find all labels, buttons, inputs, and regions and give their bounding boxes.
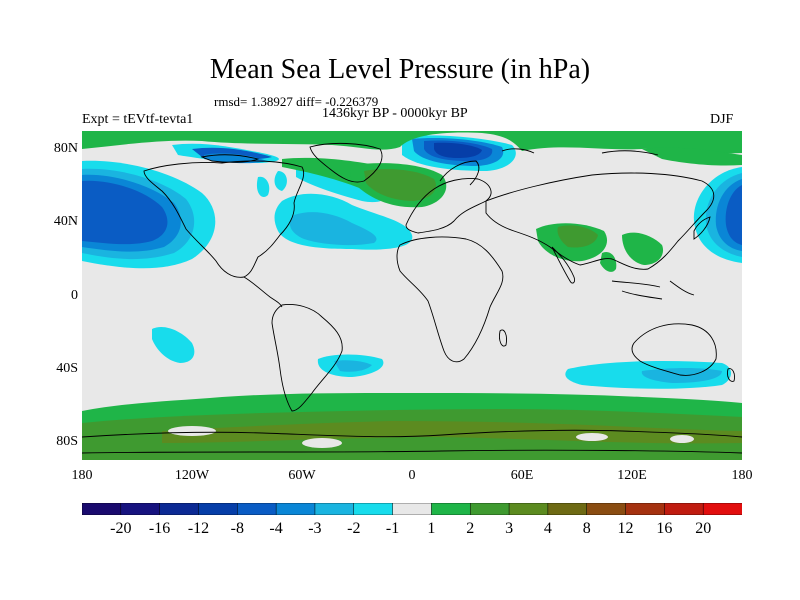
lat-tick-0: 0	[71, 288, 78, 303]
coastlines	[82, 142, 742, 454]
colorbar-swatch	[392, 502, 432, 516]
colorbar-swatch	[664, 502, 704, 516]
lon-tick-0: 0	[408, 468, 416, 483]
lat-tick-40s: 40S	[56, 361, 78, 376]
colorbar-label: 4	[543, 520, 552, 537]
colorbar-label: -4	[269, 520, 283, 537]
chart-title: Mean Sea Level Pressure (in hPa)	[209, 54, 591, 85]
colorbar-label: -1	[385, 520, 400, 537]
colorbar	[81, 502, 743, 520]
colorbar-label: 20	[695, 520, 712, 537]
colorbar-swatch	[275, 502, 316, 516]
lon-tick-180w: 180	[71, 468, 93, 483]
colorbar-label: 8	[582, 520, 591, 537]
lon-tick-60w: 60W	[288, 468, 316, 483]
colorbar-swatch	[81, 502, 122, 516]
lat-tick-80s: 80S	[56, 434, 78, 449]
colorbar-swatch	[120, 502, 161, 516]
colorbar-label: -2	[347, 520, 361, 537]
colorbar-swatch	[431, 502, 471, 516]
colorbar-label: 3	[505, 520, 514, 537]
experiment-label: Expt = tEVtf-tevta1	[82, 112, 194, 127]
asia-green	[536, 223, 664, 272]
north-atlantic-low	[256, 167, 413, 250]
arctic-green	[82, 131, 742, 208]
colorbar-label: 1	[427, 520, 436, 537]
lon-tick-60e: 60E	[510, 468, 534, 483]
lat-tick-40n: 40N	[53, 214, 78, 229]
season-label: DJF	[710, 112, 734, 127]
colorbar-label: 16	[656, 520, 673, 537]
colorbar-swatch	[237, 502, 277, 516]
colorbar-swatch	[469, 502, 510, 516]
colorbar-swatch	[314, 502, 355, 516]
colorbar-swatch	[198, 502, 238, 516]
colorbar-swatch	[625, 502, 665, 516]
north-pacific-low-east	[693, 167, 742, 263]
lat-tick-80n: 80N	[53, 141, 78, 156]
colorbar-swatch	[702, 502, 743, 516]
colorbar-swatch	[353, 502, 394, 516]
colorbar-label: -20	[110, 520, 132, 537]
colorbar-swatch	[547, 502, 588, 516]
southern-ocean-green	[82, 393, 742, 460]
lon-tick-120w: 120W	[174, 468, 210, 483]
colorbar-label: 12	[617, 520, 634, 537]
colorbar-label: -8	[230, 520, 244, 537]
period-label: 1436kyr BP - 0000kyr BP	[322, 106, 468, 121]
colorbar-swatch	[508, 502, 549, 516]
southern-ocean-blue	[152, 326, 731, 389]
rmsd-diff-stats: rmsd= 1.38927 diff= -0.226379	[214, 94, 379, 109]
colorbar-swatch	[159, 502, 200, 516]
colorbar-label: -3	[308, 520, 322, 537]
lon-tick-180e: 180	[731, 468, 753, 483]
colorbar-swatch	[586, 502, 627, 516]
colorbar-label: -16	[148, 520, 171, 537]
north-pacific-low-west	[82, 160, 216, 269]
lon-tick-120e: 120E	[617, 468, 647, 483]
colorbar-label: 2	[466, 520, 475, 537]
colorbar-label: -12	[187, 520, 210, 537]
arctic-blue-cells	[172, 135, 516, 171]
pressure-map	[82, 131, 742, 460]
